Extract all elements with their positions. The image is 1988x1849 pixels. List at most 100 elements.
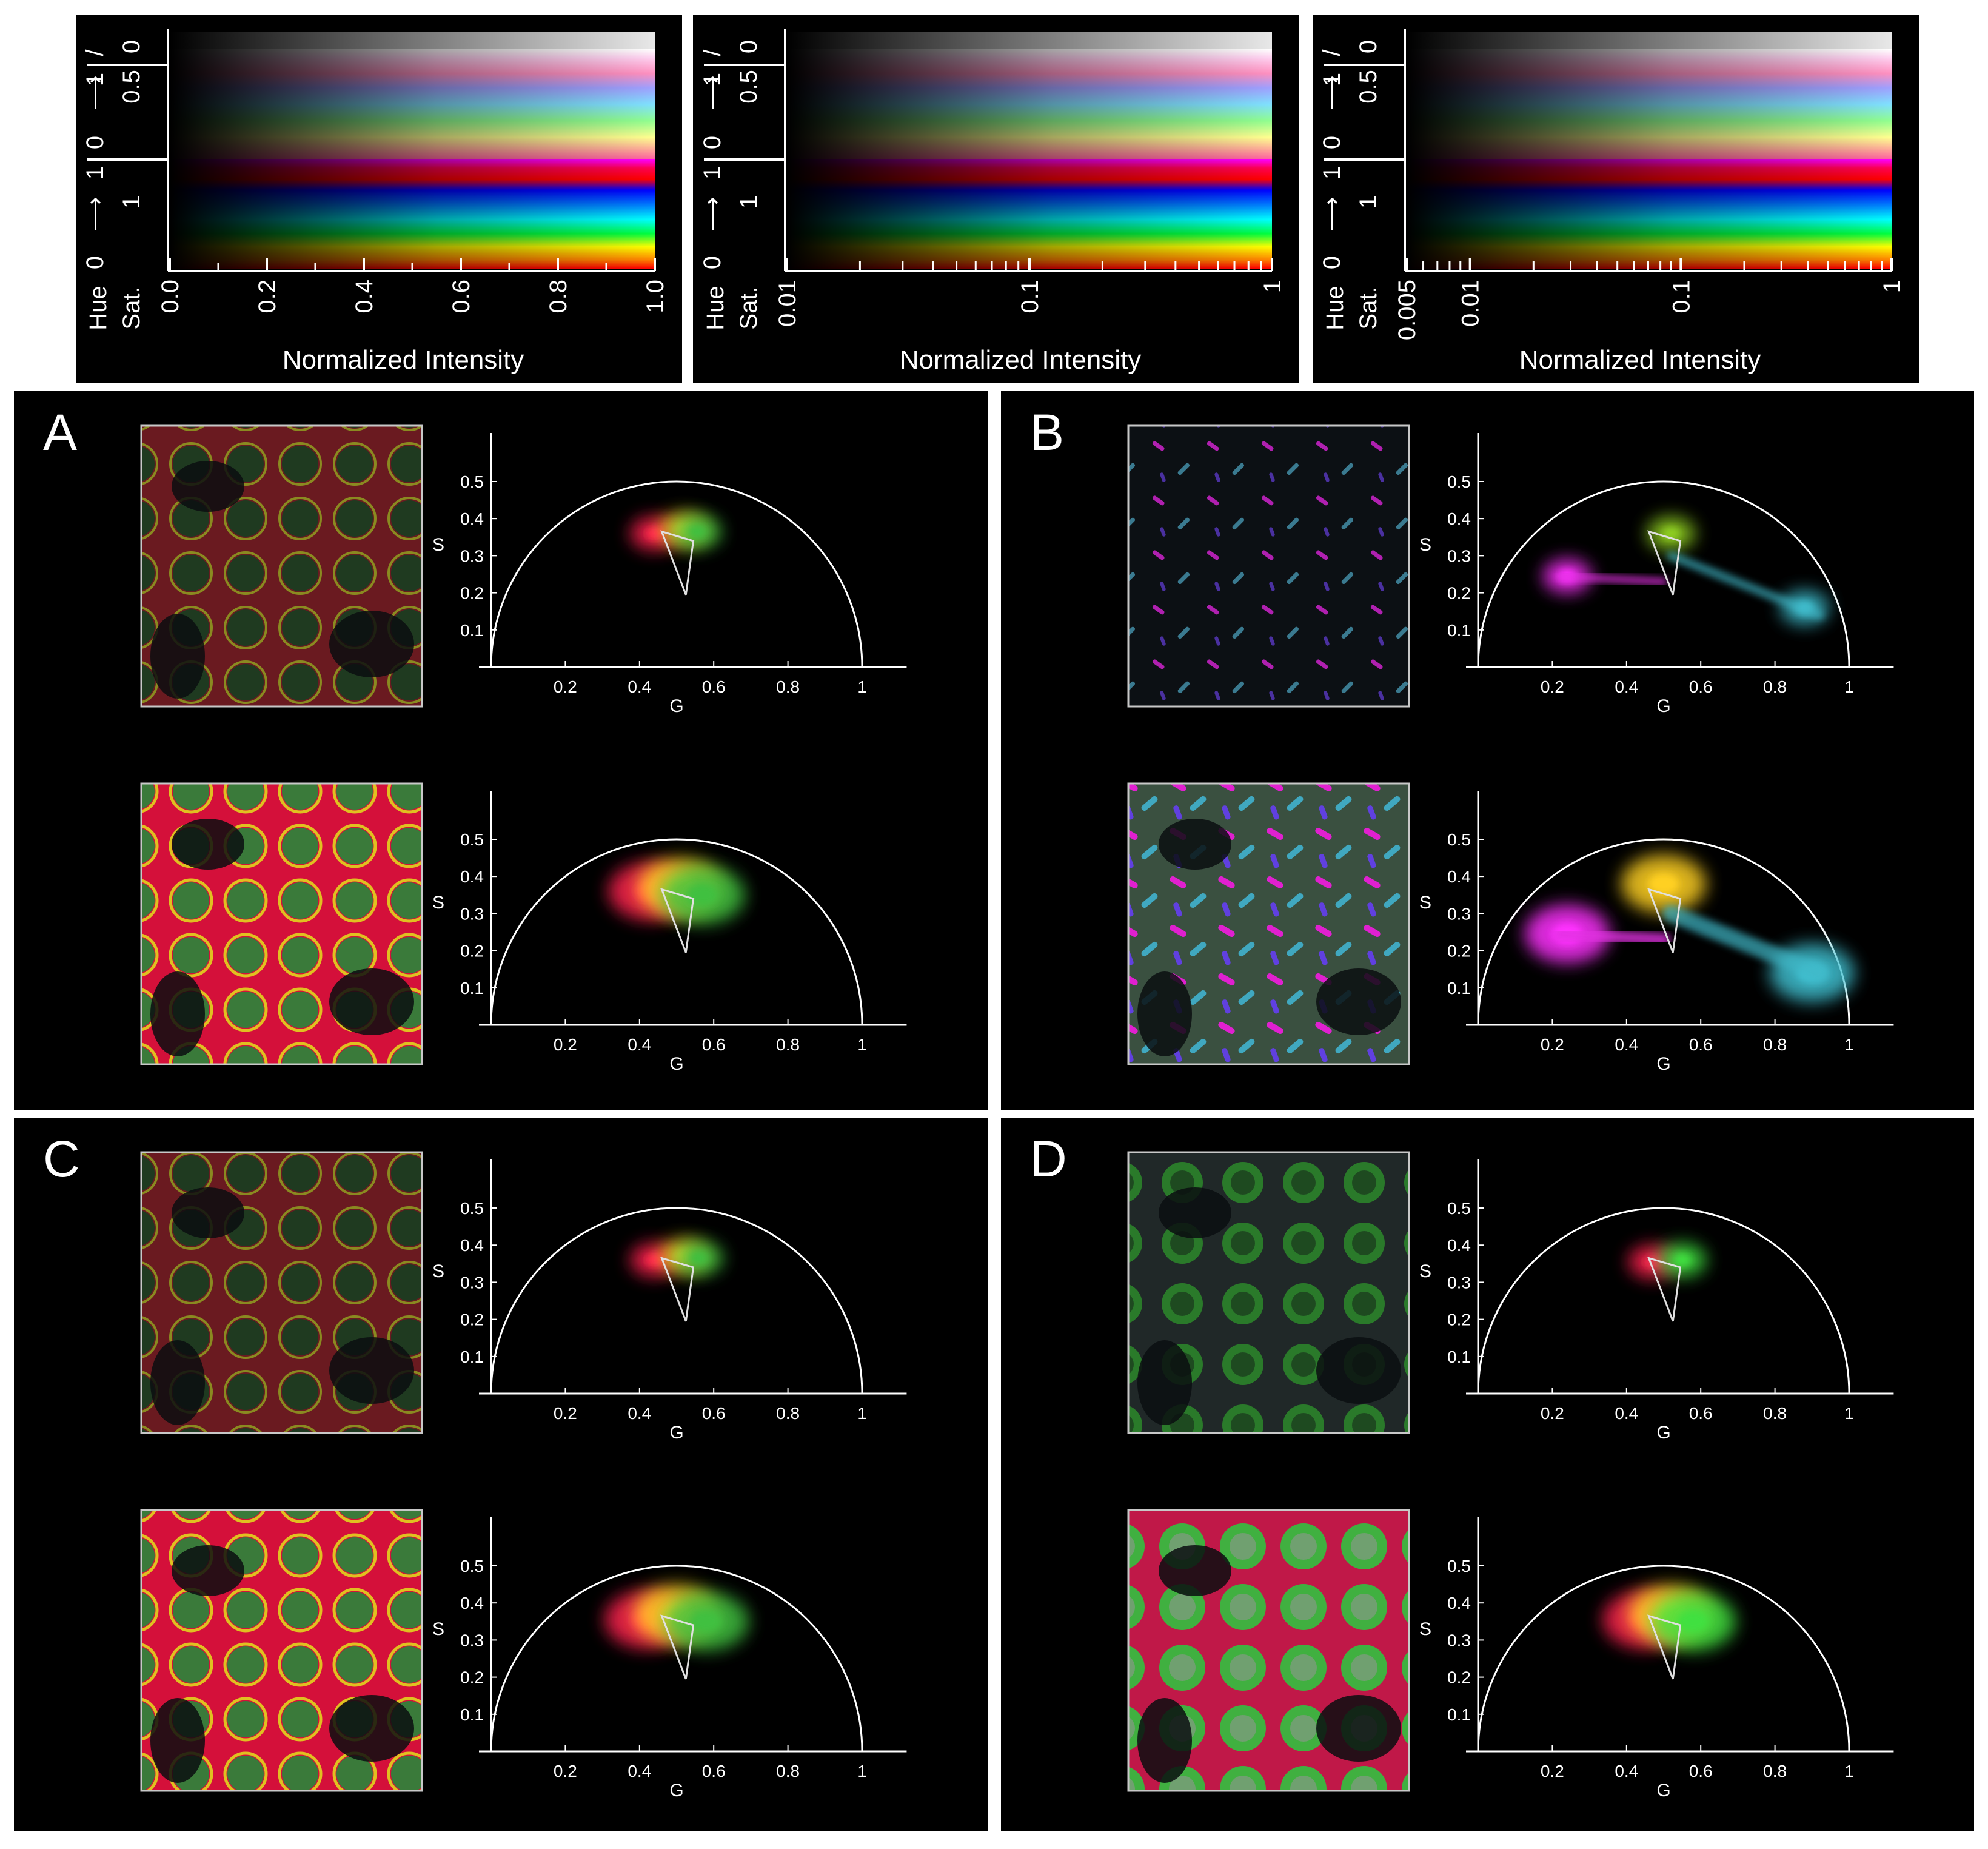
phasor-x-tick-label: 0.6 — [1689, 677, 1713, 696]
colormap-slash: / — [1319, 49, 1345, 56]
phasor-x-tick-label: 0.8 — [1763, 1762, 1787, 1780]
phasor-xlabel: G — [1656, 1054, 1670, 1074]
phasor-y-tick-label: 0.5 — [1447, 830, 1471, 849]
phasor-x-tick-label: 0.2 — [554, 1404, 577, 1423]
colormap-tick-label: 1 — [1259, 280, 1286, 293]
phasor-y-tick-label: 0.4 — [460, 509, 484, 528]
phasor-y-tick-label: 0.4 — [1447, 1236, 1471, 1255]
phasor-x-tick-label: 0.6 — [702, 1404, 726, 1423]
phasor-x-tick-label: 0.2 — [554, 1762, 577, 1780]
phasor-x-tick-label: 0.6 — [1689, 1035, 1713, 1054]
colormap-hue-tick: 1 — [1319, 73, 1345, 86]
phasor-x-tick-label: 0.4 — [1615, 1404, 1638, 1423]
colormap-tick-label: 0.6 — [448, 280, 475, 314]
colormap-soft-shade — [1407, 49, 1892, 159]
phasor-ylabel: S — [432, 1261, 444, 1281]
colormap-hue-shade — [1407, 159, 1892, 269]
colormap-sat-tick: 1 — [735, 195, 762, 209]
colormap-xlabel: Normalized Intensity — [900, 345, 1142, 375]
colormap-tick-label: 1 — [1879, 280, 1906, 293]
colormap-sat-tick: 1 — [118, 195, 145, 209]
image-void — [172, 1545, 244, 1596]
phasor-x-tick-label: 0.4 — [628, 1762, 651, 1780]
phasor-ylabel: S — [432, 535, 444, 555]
image-void — [172, 461, 244, 512]
phasor-y-tick-label: 0.3 — [1447, 904, 1471, 923]
image-frame — [140, 1509, 423, 1792]
phasor-semicircle — [490, 838, 863, 1025]
panel-letter: D — [1030, 1130, 1067, 1187]
image-frame — [1127, 782, 1410, 1065]
phasor-semicircle — [1477, 1207, 1850, 1394]
phasor-y-tick-label: 0.3 — [460, 546, 484, 565]
phasor-x-tick-label: 0.8 — [1763, 1035, 1787, 1054]
phasor-x-tick-label: 0.8 — [776, 677, 800, 696]
colormap-arrow: ⟶ — [82, 196, 109, 231]
colormap-hue-shade — [170, 159, 655, 269]
phasor-triangle — [1647, 1257, 1682, 1322]
phasor-x-tick-label: 0.4 — [628, 677, 651, 696]
phasor-triangle — [660, 888, 695, 953]
phasor-x-tick-label: 0.2 — [1541, 1035, 1564, 1054]
phasor-x-tick-label: 0.2 — [1541, 677, 1564, 696]
colormap-soft-shade — [787, 49, 1272, 159]
image-void — [150, 1698, 205, 1783]
phasor-x-tick-label: 0.2 — [554, 677, 577, 696]
phasor-triangle — [660, 1614, 695, 1680]
phasor-ylabel: S — [1419, 1619, 1431, 1639]
image-void — [1137, 1340, 1192, 1425]
colormap-sat-label: Sat. — [118, 286, 145, 329]
phasor-streak — [1556, 572, 1667, 586]
phasor-xlabel: G — [669, 1780, 683, 1800]
colormap-hue-label: Hue — [702, 286, 729, 330]
phasor-triangle — [1647, 530, 1682, 596]
image-void — [329, 1337, 414, 1404]
image-frame — [140, 1151, 423, 1434]
image-void — [172, 819, 244, 870]
colormap-sat-tick: 0.5 — [118, 70, 145, 104]
phasor-x-tick-label: 1 — [1844, 1762, 1854, 1780]
phasor-x-tick-label: 0.8 — [776, 1762, 800, 1780]
phasor-ylabel: S — [432, 893, 444, 913]
phasor-y-tick-label: 0.5 — [1447, 1557, 1471, 1576]
phasor-ylabel: S — [1419, 535, 1431, 555]
image-void — [172, 1187, 244, 1238]
phasor-x-tick-label: 0.8 — [1763, 677, 1787, 696]
phasor-y-tick-label: 0.2 — [460, 1668, 484, 1687]
phasor-semicircle — [490, 1207, 863, 1394]
colormap-hue-tick: 1 — [699, 73, 726, 86]
panel-a: A 0.2 0.4 0.6 0.8 1 0.1 0.2 0.3 0.4 0.5 G S 0.2 0.4 0.6… — [14, 391, 988, 1110]
colormap-tick-label: 1.0 — [642, 280, 669, 314]
phasor-x-tick-label: 1 — [857, 1035, 867, 1054]
phasor-x-tick-label: 0.4 — [628, 1035, 651, 1054]
phasor-cluster-core — [690, 1252, 708, 1264]
phasor-x-tick-label: 0.6 — [702, 677, 726, 696]
image-void — [1159, 819, 1231, 870]
image-void — [1137, 971, 1192, 1056]
phasor-x-tick-label: 0.6 — [702, 1035, 726, 1054]
panel-letter: C — [43, 1130, 80, 1187]
phasor-xlabel: G — [1656, 1423, 1670, 1443]
phasor-y-tick-label: 0.1 — [1447, 1347, 1471, 1366]
colormap-hue-tick: 0 — [82, 256, 109, 269]
colormap-tick-label: 0.01 — [1458, 280, 1484, 327]
colormap-slash: / — [82, 49, 109, 56]
phasor-triangle — [1647, 888, 1682, 953]
phasor-ylabel: S — [1419, 893, 1431, 913]
panel-b: B 0.2 0.4 0.6 0.8 1 0.1 0.2 0.3 0.4 0.5 G S 0.2 0.4 0.6… — [1001, 391, 1974, 1110]
phasor-y-tick-label: 0.5 — [460, 1199, 484, 1218]
image-frame — [140, 424, 423, 708]
phasor-y-tick-label: 0.1 — [460, 621, 484, 640]
colormap-gray-band — [170, 32, 655, 49]
colormap-gray-band — [1407, 32, 1892, 49]
colormap-hue-tick: 1 — [82, 73, 109, 86]
phasor-x-tick-label: 0.6 — [1689, 1404, 1713, 1423]
phasor-y-tick-label: 0.2 — [1447, 584, 1471, 603]
phasor-semicircle — [1477, 1565, 1850, 1752]
colormap-hue-tick: 0 — [699, 136, 726, 149]
colormap-hue-tick: 1 — [1319, 166, 1345, 180]
colormap-tick-label: 0.1 — [1017, 280, 1043, 314]
panel-letter: B — [1030, 404, 1064, 461]
